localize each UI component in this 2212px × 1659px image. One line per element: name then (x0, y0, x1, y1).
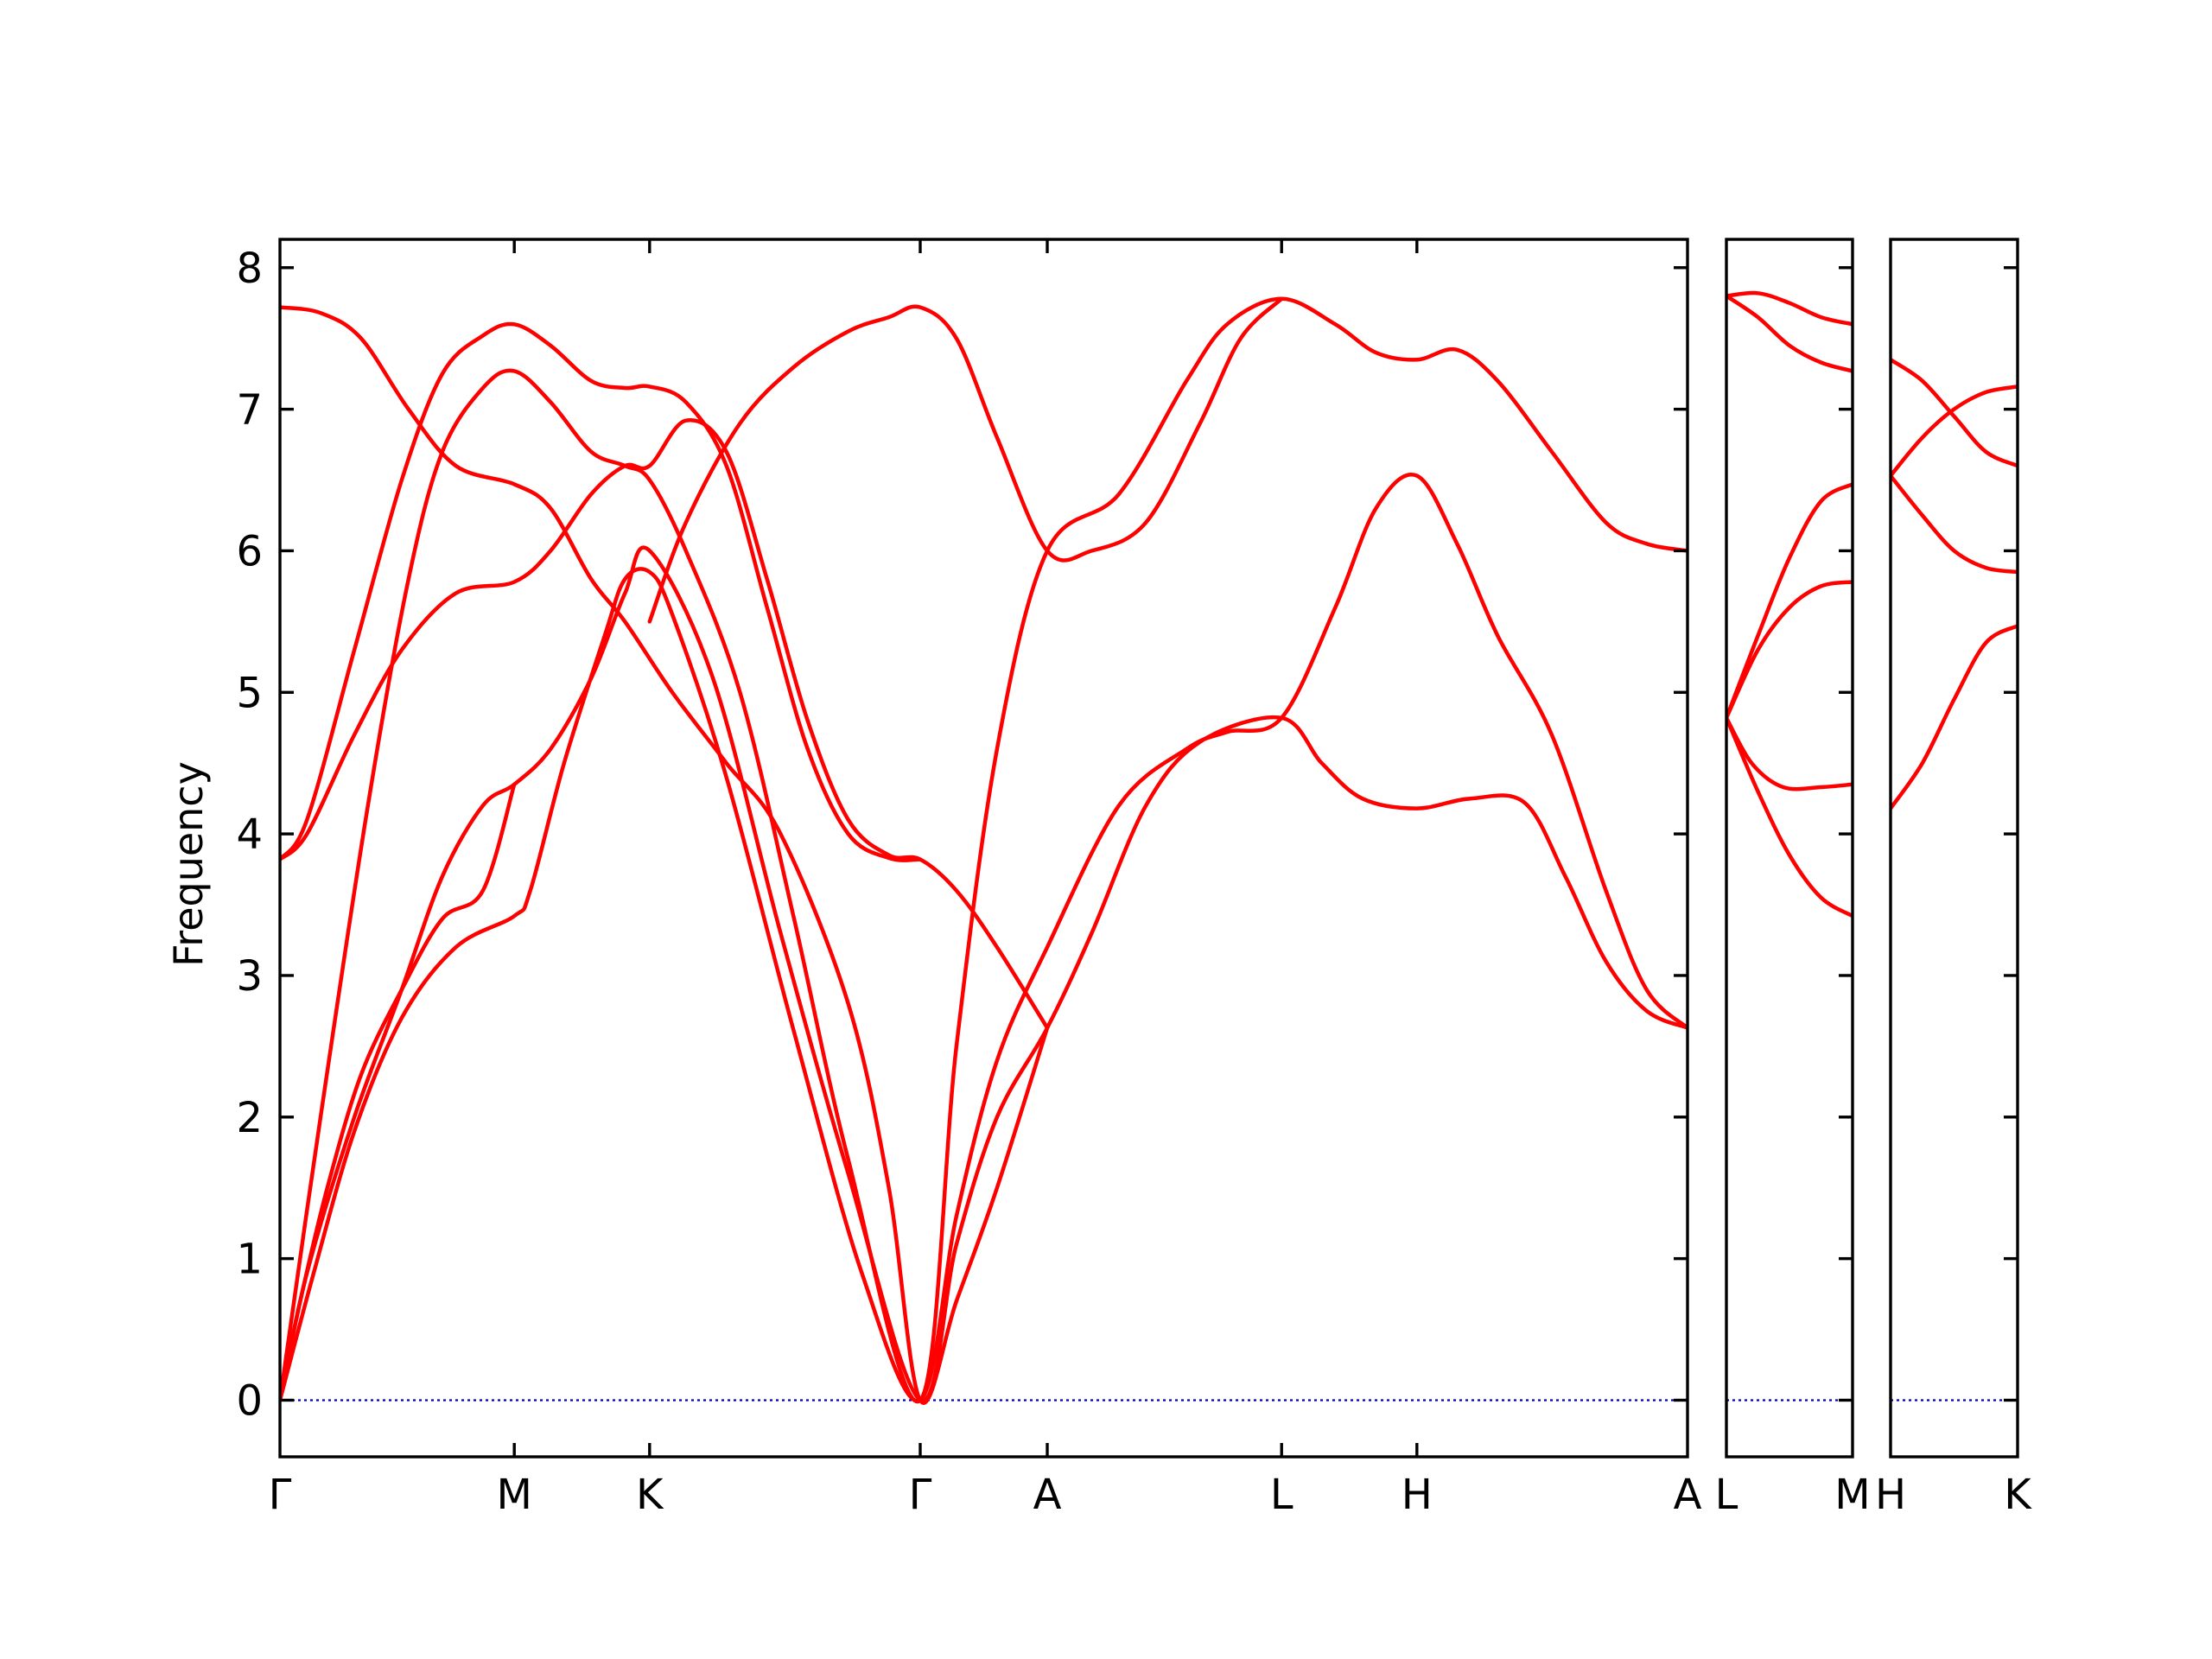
band-line-6 (280, 305, 1050, 1405)
band-line-4 (280, 417, 1050, 1030)
panel-1: 0 1 2 3 4 5 6 7 8 Γ M K Γ A L H A (236, 238, 1702, 1519)
x-tick-label: M (497, 1471, 532, 1519)
band-line-2 (280, 545, 1688, 1403)
band-line-1 (1726, 290, 1853, 327)
panel-frame (278, 238, 1689, 1459)
y-tick-label: 7 (236, 386, 263, 435)
band-line-4 (1891, 624, 2018, 810)
x-tick-label: K (636, 1471, 664, 1519)
plot-area (280, 296, 1688, 1405)
x-tick-label: M (1834, 1471, 1870, 1519)
band-line-4 (1726, 580, 1853, 721)
plot-area (1726, 290, 1853, 1402)
x-tick-label: L (1270, 1471, 1294, 1519)
y-tick-label: 5 (236, 669, 263, 717)
x-tick-label: Γ (269, 1471, 292, 1519)
band-line-5 (1726, 715, 1853, 791)
band-line-1 (1891, 358, 2018, 468)
band-line-7 (280, 782, 517, 1402)
y-tick-label: 8 (236, 245, 263, 293)
x-tick-label: H (1875, 1471, 1906, 1519)
y-tick-label: 0 (236, 1376, 263, 1425)
y-tick-label: 4 (236, 810, 263, 859)
y-tick-label: 6 (236, 527, 263, 575)
x-tick-label: A (1033, 1471, 1062, 1519)
y-axis-label: Frequency (165, 761, 212, 967)
y-tick-label: 3 (236, 952, 263, 1001)
x-tick-label: A (1674, 1471, 1702, 1519)
x-tick-label: K (2004, 1471, 2032, 1519)
band-line-2 (1891, 385, 2018, 478)
x-tick-label: L (1715, 1471, 1738, 1519)
band-line-1 (280, 473, 1688, 1403)
band-line-2 (1726, 294, 1853, 373)
y-tick-label: 2 (236, 1094, 263, 1142)
band-line-5 (280, 321, 923, 862)
plot-area (1891, 358, 2018, 1402)
band-line-3 (1726, 482, 1853, 721)
band-line-3 (1891, 474, 2018, 575)
band-line-8 (647, 296, 1284, 624)
panel-frame (1889, 238, 2019, 1459)
band-line-6 (1726, 715, 1853, 918)
x-tick-label: H (1402, 1471, 1433, 1519)
band-line-3 (280, 296, 1688, 1404)
panel-frame (1725, 238, 1854, 1459)
x-tick-label: Γ (909, 1471, 932, 1519)
y-tick-label: 1 (236, 1236, 263, 1284)
